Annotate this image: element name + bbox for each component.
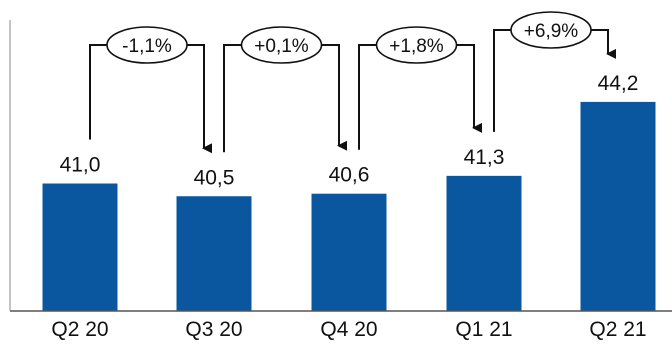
value-label: 44,2 [598,72,639,95]
category-labels-layer: Q2 20 Q3 20 Q4 20 Q1 21 Q2 21 [51,318,646,341]
bar-q2-21 [580,101,656,312]
category-label: Q4 20 [320,318,377,341]
category-label: Q3 20 [185,318,242,341]
change-label: -1,1% [122,36,172,57]
change-label: +1,8% [389,36,444,57]
category-label: Q1 21 [455,318,512,341]
change-connector: +1,8% [358,26,482,150]
value-label: 40,6 [329,164,370,187]
change-oval [106,26,188,64]
bar-q1-21 [446,175,522,311]
change-oval [375,26,458,64]
change-connectors-layer: -1,1% +0,1% +1,8% +6,9% [89,11,616,154]
category-label: Q2 20 [51,318,108,341]
bar-q2-20 [42,183,118,311]
category-label: Q2 21 [589,318,646,341]
value-labels-layer: 41,0 40,5 40,6 41,3 44,2 [60,72,639,189]
change-label: +6,9% [524,21,579,42]
bar-q4-20 [311,193,387,311]
bars-layer [42,101,656,312]
change-label: +0,1% [254,36,309,57]
change-connector: -1,1% [89,26,212,154]
value-label: 41,3 [464,146,505,169]
bar-q3-20 [176,196,252,311]
change-oval [510,11,592,49]
value-label: 40,5 [194,166,235,189]
change-connector: +6,9% [493,11,616,132]
value-label: 41,0 [60,154,101,177]
change-oval [240,26,323,64]
change-connector: +0,1% [223,26,347,153]
